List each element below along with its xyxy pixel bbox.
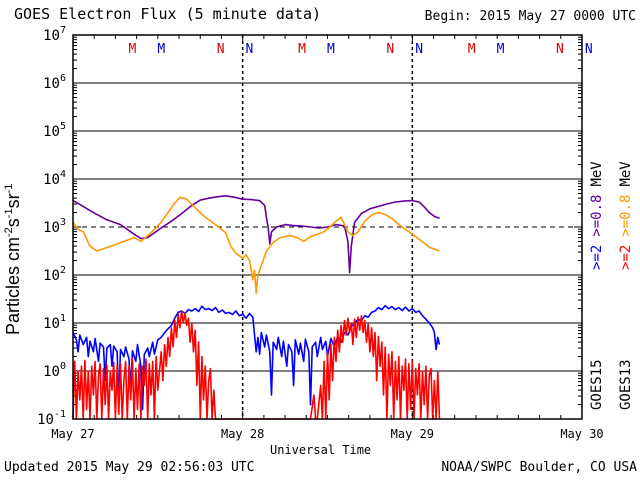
plot-frame bbox=[72, 34, 583, 420]
mn-marker: M bbox=[298, 42, 306, 57]
y-tick-label: 104 bbox=[43, 169, 66, 188]
y-tick-label: 100 bbox=[43, 361, 66, 380]
x-axis-label: Universal Time bbox=[270, 443, 372, 457]
series-line bbox=[72, 195, 440, 274]
credit-label: NOAA/SWPC Boulder, CO USA bbox=[441, 460, 637, 475]
mn-marker: M bbox=[497, 42, 505, 57]
legend-goes15-label: >=2>=0.8MeV bbox=[589, 161, 605, 270]
begin-label: Begin: 2015 May 27 0000 UTC bbox=[424, 9, 636, 24]
x-tick-label: May 28 bbox=[221, 427, 264, 441]
y-tick-label: 101 bbox=[43, 313, 66, 332]
mn-marker: N bbox=[386, 42, 394, 57]
mn-marker: M bbox=[468, 42, 476, 57]
mn-marker: N bbox=[217, 42, 225, 57]
mn-marker: N bbox=[415, 42, 423, 57]
updated-label: Updated 2015 May 29 02:56:03 UTC bbox=[4, 460, 255, 475]
y-tick-label: 102 bbox=[43, 265, 66, 284]
x-tick-label: May 27 bbox=[51, 427, 94, 441]
mn-marker: N bbox=[556, 42, 564, 57]
y-tick-label: 105 bbox=[43, 121, 66, 140]
mn-marker: M bbox=[327, 42, 335, 57]
x-tick-label: May 30 bbox=[560, 427, 603, 441]
y-tick-label: 10-1 bbox=[37, 409, 66, 428]
mn-marker: M bbox=[157, 42, 165, 57]
legend-goes13-label: >=2>=0.8MeV bbox=[618, 161, 634, 270]
chart-title: GOES Electron Flux (5 minute data) bbox=[14, 5, 322, 23]
series-line bbox=[72, 196, 440, 295]
mn-marker: M bbox=[128, 42, 136, 57]
series-line bbox=[72, 304, 441, 411]
mn-marker: N bbox=[585, 42, 593, 57]
y-tick-label: 103 bbox=[43, 217, 66, 236]
legend-goes15-sat: GOES15 bbox=[589, 359, 605, 410]
series-line bbox=[72, 310, 441, 420]
mn-marker: N bbox=[246, 42, 254, 57]
legend-goes13-sat: GOES13 bbox=[618, 359, 634, 410]
y-tick-label: 107 bbox=[43, 25, 66, 44]
y-tick-label: 106 bbox=[43, 73, 66, 92]
x-tick-label: May 29 bbox=[391, 427, 434, 441]
